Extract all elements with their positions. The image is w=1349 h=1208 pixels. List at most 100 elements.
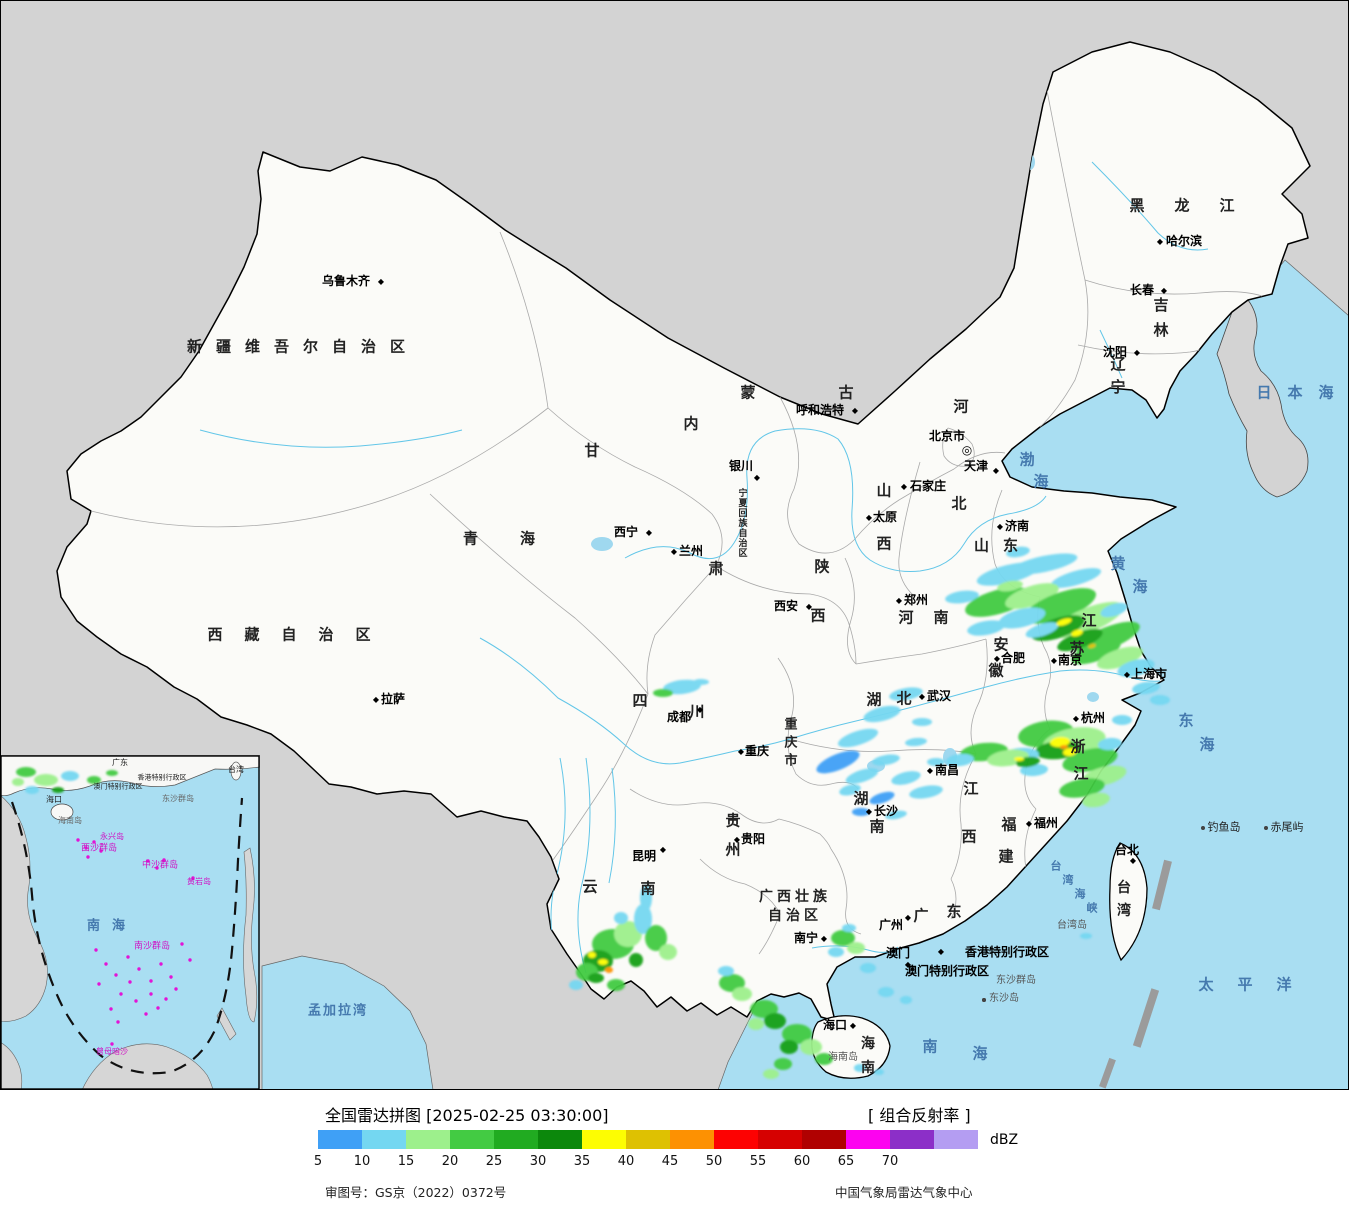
scale-tick: 60	[793, 1154, 811, 1169]
radar-echo	[87, 776, 101, 784]
unit-label: dBZ	[990, 1132, 1019, 1148]
radar-echo	[588, 973, 604, 983]
radar-echo	[25, 786, 39, 794]
inset-radar-echo-layer	[12, 767, 118, 794]
radar-echo	[847, 942, 865, 954]
radar-echo	[653, 689, 673, 697]
radar-echo	[1050, 568, 1102, 588]
radar-echo	[816, 750, 860, 774]
radar-echo	[34, 774, 58, 786]
radar-echo	[874, 1069, 884, 1075]
reef-dot	[99, 849, 103, 853]
radar-echo	[1097, 646, 1143, 670]
radar-echo	[645, 925, 667, 951]
reef-dot	[155, 866, 159, 870]
scale-ticks: 5 10 15 20 25 30 35 40 45 50 55 60 65 70	[0, 1154, 1349, 1170]
bay-of-bengal	[261, 955, 434, 1090]
radar-echo	[1006, 546, 1030, 558]
reef-dot	[104, 962, 108, 966]
radar-echo	[569, 980, 583, 990]
radar-echo	[750, 1000, 778, 1018]
radar-echo	[1112, 715, 1132, 725]
radar-echo	[1132, 681, 1160, 695]
radar-echo	[872, 754, 900, 766]
color-swatch	[362, 1130, 406, 1149]
reef-dot	[114, 973, 118, 977]
reef-dot	[162, 858, 166, 862]
reef-dot	[156, 1006, 160, 1010]
radar-echo	[927, 758, 945, 766]
scale-tick: 40	[617, 1154, 635, 1169]
radar-echo	[605, 967, 613, 973]
radar-echo	[967, 620, 1005, 636]
radar-echo	[1014, 757, 1024, 761]
reef-dot	[84, 846, 88, 850]
radar-echo	[1056, 618, 1072, 626]
reef-dot	[191, 876, 195, 880]
rivers	[199, 161, 1209, 974]
color-swatch	[714, 1130, 758, 1149]
radar-echo	[885, 810, 907, 820]
radar-echo	[837, 728, 879, 748]
radar-echo	[16, 767, 36, 777]
reef-dot	[134, 999, 138, 1003]
radar-echo	[815, 1053, 833, 1065]
scale-tick: 5	[313, 1154, 323, 1169]
radar-echo	[1059, 778, 1105, 798]
radar-echo	[634, 904, 652, 934]
radar-echo	[998, 607, 1046, 629]
reef-dot	[146, 859, 150, 863]
color-swatch	[758, 1130, 802, 1149]
radar-echo	[845, 768, 879, 784]
reef-dot	[86, 855, 90, 859]
radar-echo	[748, 1018, 764, 1030]
radar-echo	[1071, 639, 1121, 665]
scale-tick: 15	[397, 1154, 415, 1169]
reef-dot	[126, 955, 130, 959]
radar-echo	[607, 979, 625, 991]
reef-dot	[149, 979, 153, 983]
nine-dash-line	[10, 797, 244, 1075]
radar-echo	[852, 808, 870, 816]
reef-dot	[188, 958, 192, 962]
inset-mainland	[0, 755, 260, 797]
reef-dot	[174, 987, 178, 991]
radar-echo	[1150, 695, 1170, 705]
radar-echo	[764, 1013, 786, 1029]
radar-echo	[878, 987, 894, 997]
radar-echo	[1071, 629, 1083, 637]
radar-echo	[828, 947, 844, 957]
radar-echo	[629, 953, 643, 967]
radar-echo	[659, 944, 677, 960]
legend-title: 全国雷达拼图 [2025-02-25 03:30:00]	[325, 1106, 609, 1125]
radar-echo	[1025, 622, 1059, 638]
scale-tick: 25	[485, 1154, 503, 1169]
reef-dot	[109, 1007, 113, 1011]
radar-echo	[782, 1024, 812, 1044]
radar-echo	[614, 921, 642, 947]
radar-echo	[763, 1069, 779, 1079]
radar-echo	[842, 924, 856, 932]
radar-echo	[889, 687, 923, 701]
radar-echo	[693, 679, 709, 685]
radar-echo	[863, 705, 901, 723]
radar-echo	[588, 952, 596, 958]
reef-dot	[144, 1012, 148, 1016]
radar-echo	[1088, 643, 1096, 649]
reef-dot	[169, 975, 173, 979]
reef-dot	[164, 997, 168, 1001]
reef-dots-layer	[76, 838, 195, 1046]
color-swatch	[934, 1130, 978, 1149]
reef-dot	[159, 962, 163, 966]
radar-echo	[1060, 745, 1068, 749]
reef-dot	[92, 840, 96, 844]
reef-dot	[128, 980, 132, 984]
radar-echo	[52, 787, 64, 793]
color-swatch	[494, 1130, 538, 1149]
color-swatch	[582, 1130, 626, 1149]
inset-hainan	[50, 803, 74, 821]
radar-echo	[831, 930, 855, 946]
reef-dot	[94, 948, 98, 952]
radar-echo	[1062, 747, 1118, 773]
radar-echo	[912, 718, 932, 726]
